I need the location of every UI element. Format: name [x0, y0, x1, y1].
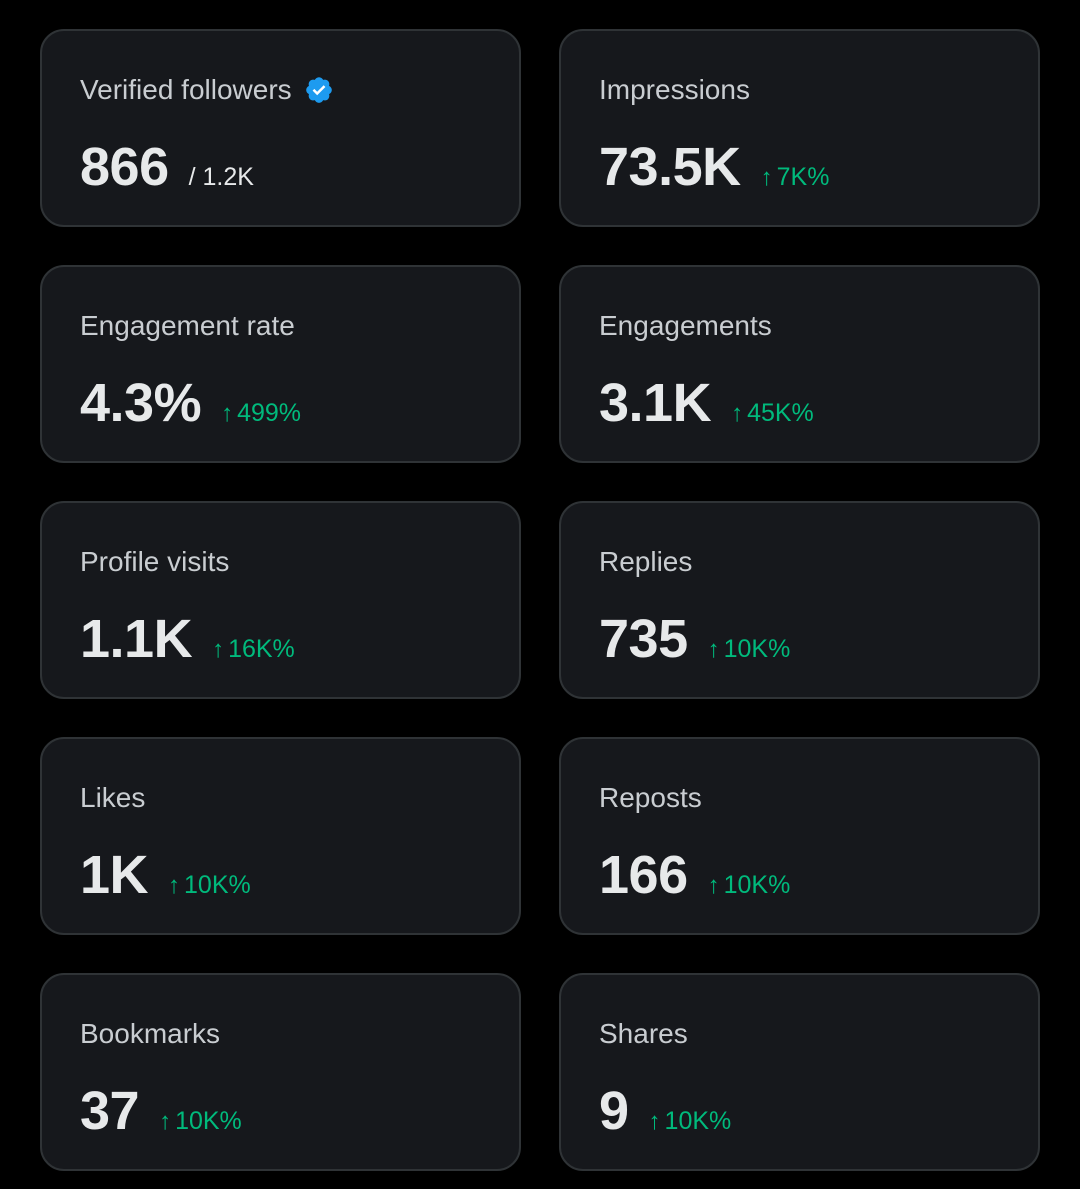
arrow-up-icon: ↑ — [212, 636, 225, 663]
metric-change: ↑ 16K% — [212, 635, 295, 664]
metric-card-profile-visits[interactable]: Profile visits 1.1K ↑ 16K% — [40, 501, 521, 699]
metric-change-value: 10K% — [723, 635, 791, 663]
metric-value: 166 — [599, 845, 688, 905]
metric-value-row: 9 ↑ 10K% — [599, 1079, 731, 1143]
metric-value: 1.1K — [80, 609, 193, 669]
metric-label: Profile visits — [80, 546, 230, 577]
metric-label-text: Verified followers — [80, 74, 292, 105]
metric-value: 37 — [80, 1081, 140, 1141]
arrow-up-icon: ↑ — [707, 636, 720, 663]
metric-value-row: 866 / 1.2K — [80, 135, 254, 199]
metric-change: ↑ 10K% — [708, 871, 791, 900]
metric-change: ↑ 10K% — [168, 871, 251, 900]
metric-change-value: 499% — [237, 399, 302, 427]
metric-total: / 1.2K — [188, 163, 254, 191]
arrow-up-icon: ↑ — [648, 1108, 661, 1135]
metric-card-bookmarks[interactable]: Bookmarks 37 ↑ 10K% — [40, 973, 521, 1171]
metric-change-value: 10K% — [175, 1107, 242, 1135]
metric-value-row: 735 ↑ 10K% — [599, 607, 790, 671]
metric-card-impressions[interactable]: Impressions 73.5K ↑ 7K% — [559, 29, 1040, 227]
metric-change-value: 10K% — [723, 871, 791, 899]
metric-change: ↑ 499% — [221, 399, 301, 428]
metric-value-row: 166 ↑ 10K% — [599, 843, 790, 907]
metric-value: 735 — [599, 609, 688, 669]
metric-label: Engagement rate — [80, 310, 295, 341]
metric-change-value: 7K% — [776, 163, 830, 191]
metric-label: Replies — [599, 546, 693, 577]
metric-change-value: 45K% — [747, 399, 814, 427]
metric-change: ↑ 45K% — [731, 399, 814, 428]
metric-change: ↑ 7K% — [761, 163, 830, 192]
metric-change: ↑ 10K% — [159, 1107, 242, 1136]
metric-change-value: 10K% — [184, 871, 251, 899]
arrow-up-icon: ↑ — [168, 872, 181, 899]
metric-label: Impressions — [599, 74, 750, 105]
metric-change: ↑ 10K% — [708, 635, 791, 664]
metric-value: 4.3% — [80, 373, 202, 433]
metric-change-value: 10K% — [664, 1107, 732, 1135]
metric-change: ↑ 10K% — [649, 1107, 732, 1136]
metric-value: 1K — [80, 845, 149, 905]
arrow-up-icon: ↑ — [760, 164, 773, 191]
arrow-up-icon: ↑ — [159, 1108, 172, 1135]
metric-value: 9 — [599, 1081, 629, 1141]
metric-value: 866 — [80, 137, 169, 197]
metric-label: Verified followers — [80, 73, 334, 107]
metric-card-likes[interactable]: Likes 1K ↑ 10K% — [40, 737, 521, 935]
metric-value-row: 37 ↑ 10K% — [80, 1079, 242, 1143]
metric-label: Engagements — [599, 310, 772, 341]
metric-card-replies[interactable]: Replies 735 ↑ 10K% — [559, 501, 1040, 699]
metric-label: Likes — [80, 782, 146, 813]
verified-badge-icon — [305, 77, 332, 103]
arrow-up-icon: ↑ — [707, 872, 720, 899]
metric-value-row: 3.1K ↑ 45K% — [599, 371, 814, 435]
metric-label: Shares — [599, 1018, 688, 1049]
metric-card-engagements[interactable]: Engagements 3.1K ↑ 45K% — [559, 265, 1040, 463]
metric-value-row: 4.3% ↑ 499% — [80, 371, 301, 435]
metric-label: Reposts — [599, 782, 702, 813]
metrics-grid: Verified followers 866 / 1.2K Impression… — [40, 29, 1040, 1171]
metric-card-engagement-rate[interactable]: Engagement rate 4.3% ↑ 499% — [40, 265, 521, 463]
metric-value-row: 73.5K ↑ 7K% — [599, 135, 829, 199]
metric-value-row: 1K ↑ 10K% — [80, 843, 251, 907]
metric-change-value: 16K% — [228, 635, 295, 663]
arrow-up-icon: ↑ — [731, 400, 744, 427]
metric-label: Bookmarks — [80, 1018, 221, 1049]
metric-card-verified-followers[interactable]: Verified followers 866 / 1.2K — [40, 29, 521, 227]
metric-card-reposts[interactable]: Reposts 166 ↑ 10K% — [559, 737, 1040, 935]
arrow-up-icon: ↑ — [221, 400, 234, 427]
metric-value-row: 1.1K ↑ 16K% — [80, 607, 295, 671]
metric-card-shares[interactable]: Shares 9 ↑ 10K% — [559, 973, 1040, 1171]
metric-value: 3.1K — [599, 373, 712, 433]
metric-value: 73.5K — [599, 137, 741, 197]
